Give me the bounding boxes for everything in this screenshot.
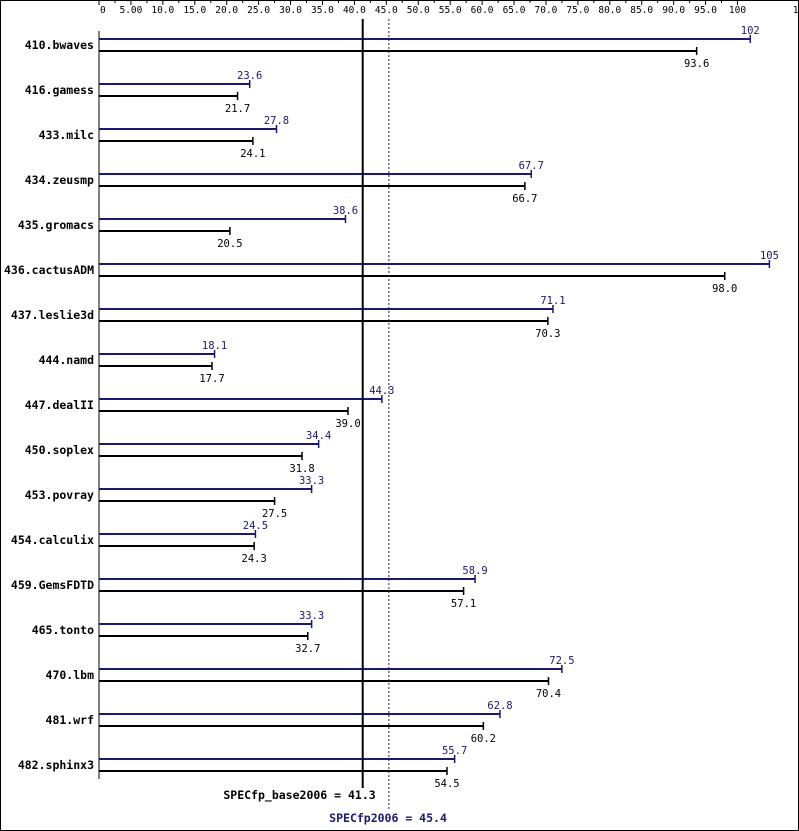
benchmark-label: 433.milc: [39, 128, 94, 142]
benchmark-label: 447.dealII: [25, 398, 94, 412]
benchmark-label: 465.tonto: [32, 623, 94, 637]
base-value-label: 98.0: [712, 283, 737, 295]
x-axis-tick-label: 110: [793, 5, 798, 16]
benchmark-label: 454.calculix: [11, 533, 94, 547]
x-axis-tick-label: 10.0: [151, 5, 174, 16]
x-axis-tick-label: 100: [729, 5, 746, 16]
benchmark-label: 453.povray: [25, 488, 94, 502]
peak-value-label: 18.1: [202, 340, 227, 352]
base-value-label: 31.8: [289, 463, 314, 475]
x-axis-tick-label: 90.0: [662, 5, 685, 16]
x-axis-tick-label: 15.0: [183, 5, 206, 16]
peak-value-label: 58.9: [462, 565, 487, 577]
base-value-label: 57.1: [451, 598, 476, 610]
x-axis-tick-label: 70.0: [535, 5, 558, 16]
base-value-label: 17.7: [199, 373, 224, 385]
peak-value-label: 24.5: [243, 520, 268, 532]
base-value-label: 60.2: [471, 733, 496, 745]
peak-value-label: 44.3: [369, 385, 394, 397]
x-axis-tick-label: 55.0: [439, 5, 462, 16]
peak-mean-label: SPECfp2006 = 45.4: [329, 811, 447, 825]
peak-value-label: 27.8: [264, 115, 289, 127]
peak-value-label: 33.3: [299, 475, 324, 487]
peak-value-label: 33.3: [299, 610, 324, 622]
benchmark-label: 470.lbm: [46, 668, 95, 682]
benchmark-label: 459.GemsFDTD: [11, 578, 94, 592]
x-axis-tick-label: 95.0: [694, 5, 717, 16]
benchmark-label: 434.zeusmp: [25, 173, 94, 187]
base-value-label: 27.5: [262, 508, 287, 520]
base-value-label: 32.7: [295, 643, 320, 655]
peak-value-label: 55.7: [442, 745, 467, 757]
peak-value-label: 102: [741, 25, 760, 37]
benchmark-label: 435.gromacs: [18, 218, 94, 232]
peak-value-label: 38.6: [333, 205, 358, 217]
peak-value-label: 72.5: [549, 655, 574, 667]
x-axis-tick-label: 30.0: [279, 5, 302, 16]
benchmark-label: 410.bwaves: [25, 38, 94, 52]
base-value-label: 24.3: [242, 553, 267, 565]
x-axis-tick-label: 85.0: [630, 5, 653, 16]
x-axis-tick-label: 5.00: [119, 5, 142, 16]
peak-value-label: 67.7: [519, 160, 544, 172]
x-axis-tick-label: 45.0: [375, 5, 398, 16]
base-value-label: 93.6: [684, 58, 709, 70]
base-value-label: 20.5: [217, 238, 242, 250]
benchmark-label: 416.gamess: [25, 83, 94, 97]
base-value-label: 39.0: [335, 418, 360, 430]
x-axis-tick-label: 65.0: [503, 5, 526, 16]
benchmark-label: 450.soplex: [25, 443, 94, 457]
benchmark-label: 436.cactusADM: [4, 263, 94, 277]
peak-value-label: 71.1: [540, 295, 565, 307]
base-value-label: 66.7: [512, 193, 537, 205]
x-axis-tick-label: 80.0: [598, 5, 621, 16]
x-axis-tick-label: 35.0: [311, 5, 334, 16]
x-axis-tick-label: 60.0: [471, 5, 494, 16]
base-mean-label: SPECfp_base2006 = 41.3: [223, 788, 375, 803]
benchmark-label: 437.leslie3d: [11, 308, 94, 322]
peak-value-label: 23.6: [237, 70, 262, 82]
base-value-label: 70.3: [535, 328, 560, 340]
base-value-label: 70.4: [536, 688, 561, 700]
base-value-label: 21.7: [225, 103, 250, 115]
benchmark-label: 444.namd: [39, 353, 94, 367]
peak-value-label: 105: [760, 250, 779, 262]
peak-value-label: 62.8: [487, 700, 512, 712]
x-axis-tick-label: 50.0: [407, 5, 430, 16]
benchmark-label: 481.wrf: [46, 713, 95, 727]
base-value-label: 54.5: [434, 778, 459, 790]
benchmark-label: 482.sphinx3: [18, 758, 94, 772]
x-axis-tick-label: 0: [100, 5, 106, 16]
x-axis-tick-label: 40.0: [343, 5, 366, 16]
x-axis-tick-label: 25.0: [247, 5, 270, 16]
base-value-label: 24.1: [240, 148, 265, 160]
peak-value-label: 34.4: [306, 430, 331, 442]
x-axis-tick-label: 20.0: [215, 5, 238, 16]
x-axis-tick-label: 75.0: [566, 5, 589, 16]
